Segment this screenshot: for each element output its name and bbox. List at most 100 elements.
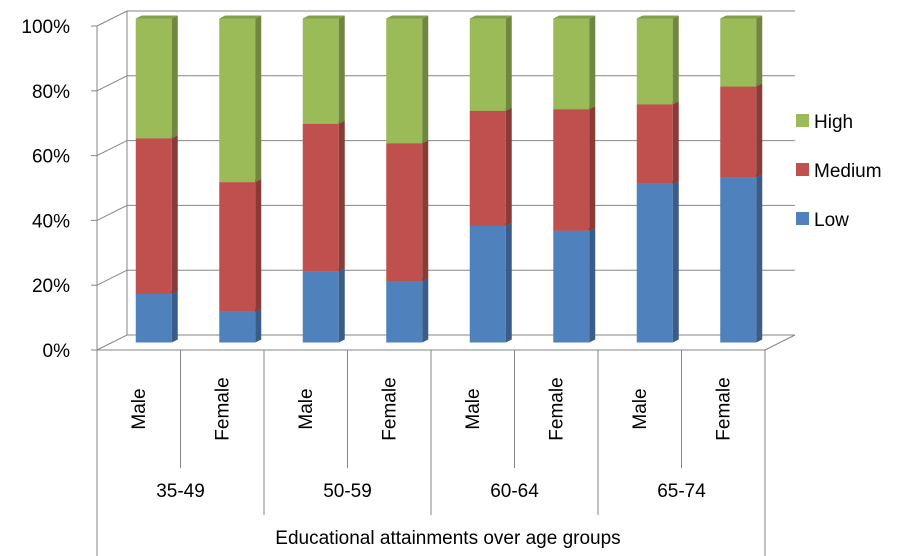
bar-top: [553, 15, 596, 19]
gridline: [96, 75, 795, 92]
legend-item-low: Low: [796, 210, 849, 231]
bar-front: [469, 110, 506, 226]
bar-top: [720, 15, 763, 19]
legend-item-high: High: [796, 112, 853, 133]
category-label: Male: [630, 388, 651, 429]
group-label: 50-59: [323, 481, 372, 502]
bar-front: [720, 86, 757, 178]
legend-swatch: [796, 114, 809, 127]
bar-front: [135, 18, 172, 139]
bar-front: [720, 18, 757, 87]
bar-segment-medium: [636, 101, 679, 184]
bar-front: [302, 271, 339, 343]
bar-side: [672, 15, 679, 105]
bar-front: [636, 183, 673, 343]
bar-side: [589, 15, 596, 110]
bar-top: [386, 15, 429, 19]
bar-side: [505, 222, 512, 343]
bar-side: [255, 15, 262, 183]
bar-side: [255, 179, 262, 312]
bar-side: [672, 180, 679, 343]
bar-side: [171, 15, 178, 139]
y-tick-label: 100%: [21, 17, 70, 38]
y-tick-label: 80%: [32, 82, 70, 103]
bar-segment-medium: [720, 83, 763, 178]
bar-segment-low: [386, 277, 429, 343]
bar-front: [553, 109, 590, 231]
bar-segment-medium: [302, 120, 345, 272]
bar-front: [135, 138, 172, 294]
bar-front: [636, 104, 673, 184]
bar-top: [636, 15, 679, 19]
bar-segment-medium: [386, 140, 429, 281]
bar-top: [302, 15, 345, 19]
bar-segment-high: [636, 15, 679, 105]
bar-front: [636, 18, 673, 105]
bar-side: [672, 101, 679, 184]
bar-side: [338, 268, 345, 343]
bar-segment-medium: [219, 179, 262, 312]
legend-swatch: [796, 212, 809, 225]
bar-front: [219, 182, 256, 312]
bar-front: [219, 18, 256, 183]
bar-front: [302, 18, 339, 124]
group-label: 65-74: [657, 481, 706, 502]
bar-front: [219, 311, 256, 343]
bar-side: [756, 83, 763, 178]
category-label: Female: [212, 377, 233, 440]
gridline: [96, 269, 795, 286]
y-tick-label: 20%: [32, 276, 70, 297]
bar-segment-low: [636, 180, 679, 343]
legend-label: Medium: [814, 161, 882, 182]
gridline: [96, 204, 795, 221]
bar-side: [505, 15, 512, 111]
legend-swatch: [796, 163, 809, 176]
bar-segment-high: [553, 15, 596, 110]
y-tick-label: 0%: [43, 341, 71, 362]
group-label: 60-64: [490, 481, 539, 502]
legend-label: High: [814, 112, 853, 133]
y-tick-label: 60%: [32, 147, 70, 168]
bar-front: [386, 143, 423, 281]
bar-side: [255, 308, 262, 343]
bar-segment-low: [553, 227, 596, 343]
bar-segment-high: [135, 15, 178, 139]
bar-front: [386, 18, 423, 144]
bar-front: [302, 123, 339, 272]
bar-front: [553, 18, 590, 110]
bar-front: [469, 225, 506, 343]
gridline: [96, 334, 795, 351]
group-label: 35-49: [156, 481, 205, 502]
bar-side: [171, 135, 178, 294]
category-label: Female: [546, 377, 567, 440]
bar-segment-medium: [553, 106, 596, 231]
category-label: Male: [463, 388, 484, 429]
category-label: Female: [379, 377, 400, 440]
bar-side: [505, 107, 512, 226]
gridline: [96, 140, 795, 157]
bar-segment-low: [469, 222, 512, 343]
legend: High Medium Low: [796, 112, 882, 231]
bar-segment-low: [302, 268, 345, 343]
bar-segment-low: [720, 174, 763, 343]
bar-side: [756, 174, 763, 343]
bar-side: [589, 106, 596, 231]
bar-segment-medium: [135, 135, 178, 294]
legend-item-medium: Medium: [796, 161, 882, 182]
bar-front: [720, 177, 757, 343]
bar-segment-high: [386, 15, 429, 144]
bar-top: [135, 15, 178, 19]
floor-right-edge: [764, 334, 796, 351]
bar-segment-high: [302, 15, 345, 124]
x-axis-title: Educational attainments over age groups: [275, 528, 620, 549]
gridlines: [91, 10, 796, 351]
bar-front: [386, 280, 423, 343]
y-axis-ticks: 0% 20% 40% 60% 80% 100%: [21, 17, 70, 362]
legend-label: Low: [814, 210, 849, 231]
bar-front: [135, 293, 172, 343]
bar-segment-high: [219, 15, 262, 183]
x-axis-categories: 35-49 50-59 60-64 65-74 Male Female Male Female…: [96, 350, 766, 556]
bar-segment-high: [469, 15, 512, 111]
bar-side: [422, 15, 429, 144]
